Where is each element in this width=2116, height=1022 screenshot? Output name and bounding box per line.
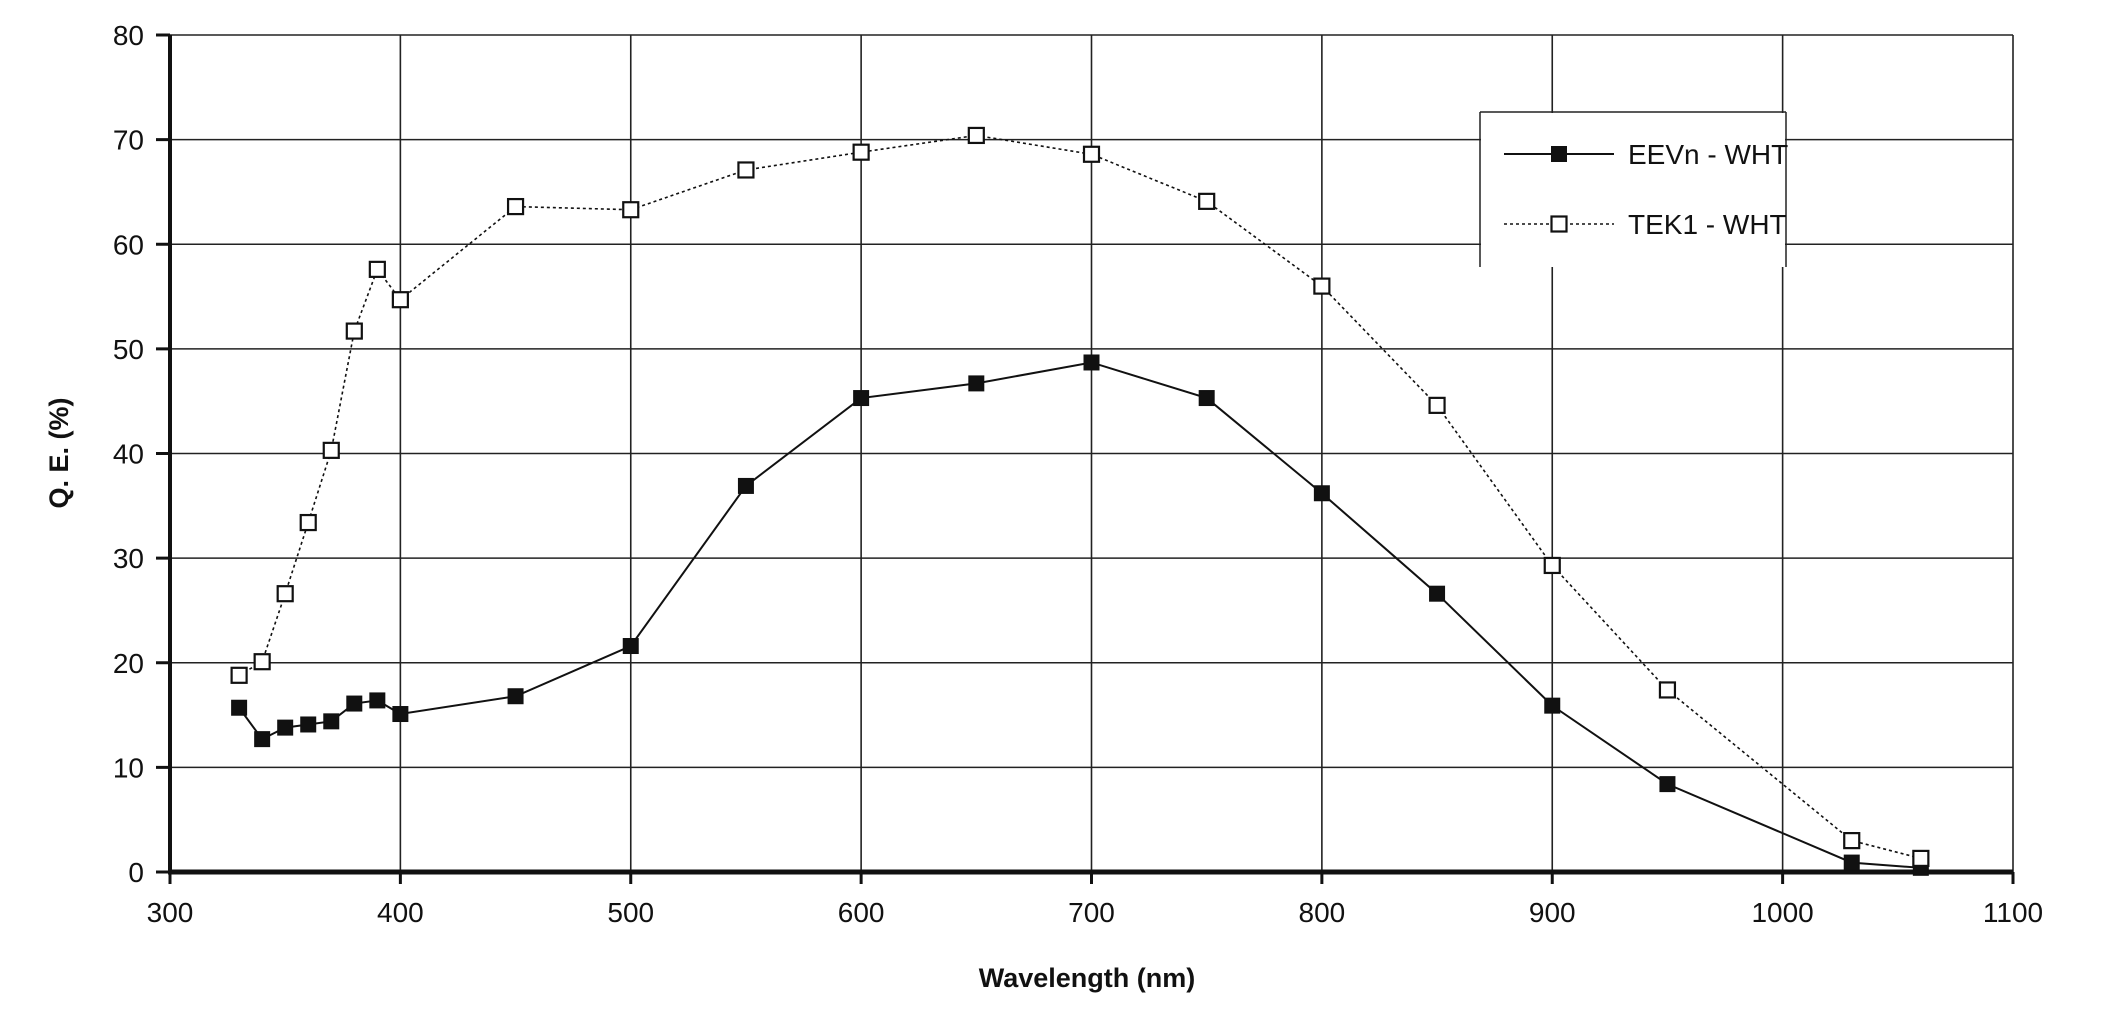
data-point [253, 653, 271, 671]
data-point [968, 375, 985, 392]
data-point [1313, 485, 1330, 502]
data-point [1429, 585, 1446, 602]
y-axis-title: Q. E. (%) [44, 397, 74, 508]
data-point [1843, 832, 1861, 850]
data-point [1198, 390, 1215, 407]
data-point [737, 161, 755, 179]
data-point [392, 706, 409, 723]
data-point [277, 719, 294, 736]
data-point [1843, 854, 1860, 871]
y-tick-label: 20 [113, 648, 144, 679]
y-tick-label: 10 [113, 752, 144, 783]
data-point [506, 197, 525, 216]
x-axis-title: Wavelength (nm) [979, 963, 1196, 993]
data-point [1659, 776, 1676, 793]
data-point [1313, 277, 1331, 295]
data-point [368, 260, 386, 278]
data-point [507, 688, 524, 705]
data-point [345, 322, 363, 340]
series-tek1-wht [230, 126, 1930, 867]
legend-swatch-marker [1550, 215, 1568, 233]
series-eevn-wht [231, 354, 1929, 876]
data-point [622, 201, 640, 219]
data-point [622, 638, 639, 655]
data-point [737, 477, 754, 494]
x-tick-label: 1000 [1751, 897, 1813, 928]
x-tick-label: 400 [377, 897, 424, 928]
data-point [852, 143, 870, 161]
data-point [391, 291, 409, 309]
x-tick-label: 1100 [1983, 897, 2043, 928]
data-point [323, 713, 340, 730]
legend: EEVn - WHT TEK1 - WHT [1479, 111, 1788, 267]
data-point [1083, 354, 1100, 371]
data-point [230, 666, 248, 684]
y-tick-label: 40 [113, 439, 144, 470]
y-tick-label: 60 [113, 229, 144, 260]
legend-label: TEK1 - WHT [1628, 209, 1787, 240]
y-tick-label: 70 [113, 125, 144, 156]
data-point [1428, 396, 1446, 414]
legend-label: EEVn - WHT [1628, 139, 1788, 170]
data-point [1912, 849, 1930, 867]
data-point [231, 699, 248, 716]
y-tick-label: 30 [113, 543, 144, 574]
x-tick-label: 700 [1068, 897, 1115, 928]
data-point [1544, 697, 1561, 714]
y-tick-label: 80 [113, 20, 144, 51]
x-tick-label: 500 [607, 897, 654, 928]
y-tick-label: 0 [128, 857, 144, 888]
data-point [853, 390, 870, 407]
y-tick-label: 50 [113, 334, 144, 365]
data-point [300, 716, 317, 733]
legend-swatch-marker [1551, 146, 1567, 162]
data-point [1543, 556, 1561, 575]
data-point [322, 441, 340, 459]
data-point [369, 692, 386, 709]
data-point [967, 126, 985, 145]
data-point [299, 513, 317, 532]
data-point [346, 695, 363, 712]
x-tick-label: 900 [1529, 897, 1576, 928]
data-point [276, 585, 294, 603]
data-point [1658, 681, 1677, 699]
axes: 300 400 500 600 700 800 900 1000 1100 0 10 20 30 40 50… [113, 20, 2043, 928]
x-tick-label: 300 [147, 897, 194, 928]
data-point [254, 731, 271, 748]
legend-background [1481, 113, 1785, 267]
x-tick-label: 800 [1299, 897, 1346, 928]
data-point [1082, 145, 1101, 163]
x-tick-label: 600 [838, 897, 885, 928]
data-point [1198, 192, 1216, 210]
data-series [230, 126, 1930, 876]
